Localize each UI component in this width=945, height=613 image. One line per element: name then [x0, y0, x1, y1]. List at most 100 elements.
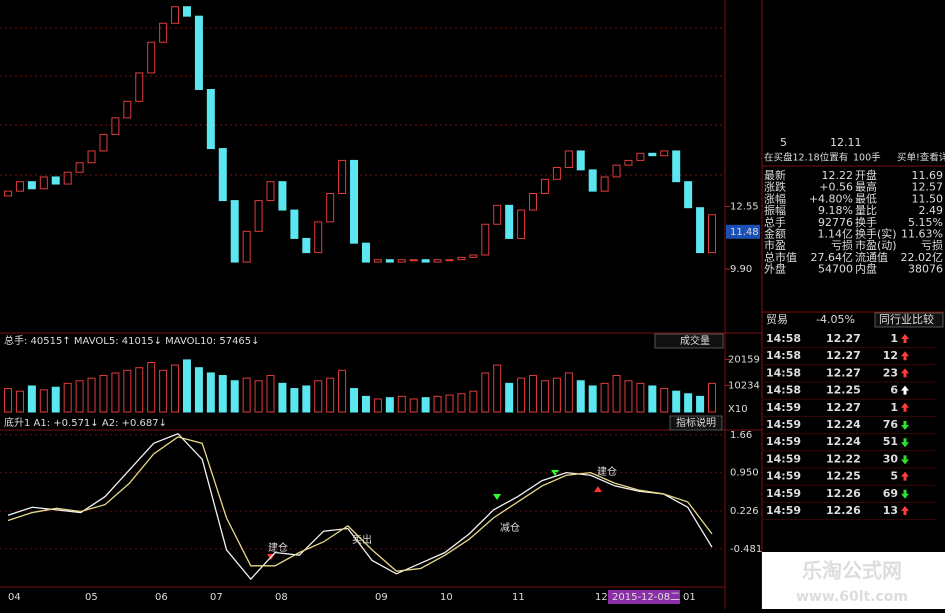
candle — [588, 169, 597, 192]
current-price-box — [726, 224, 760, 239]
field-label: 最新 — [764, 168, 786, 182]
candle — [696, 207, 705, 254]
x-tick-label: 11 — [512, 592, 525, 603]
candle — [123, 100, 132, 119]
trade-arrow — [901, 402, 909, 412]
volume-bar — [159, 369, 168, 413]
volume-bar — [4, 388, 12, 413]
candle — [182, 6, 191, 17]
trade-price: 12.22 — [826, 452, 861, 465]
watermark: 乐淘公式网 — [802, 559, 902, 583]
candle — [636, 152, 645, 161]
notice: 买单!查看详细 — [897, 152, 945, 164]
candle — [600, 176, 609, 192]
volume-unit: X10 — [728, 404, 748, 415]
candle — [171, 6, 180, 24]
x-tick-label: 04 — [8, 592, 21, 603]
candle — [457, 256, 466, 261]
quote-top: 5 — [780, 136, 787, 149]
field-value: 亏损 — [921, 238, 943, 252]
candle — [529, 193, 538, 211]
trade-arrow — [901, 438, 909, 448]
trade-arrow — [901, 506, 909, 515]
trade-time: 14:59 — [766, 487, 801, 500]
quote-top: 12.11 — [830, 136, 862, 149]
candle — [242, 230, 251, 263]
candle — [624, 159, 633, 166]
field-value: 9.18% — [818, 204, 853, 217]
field-label: 总手 — [764, 215, 786, 229]
candle — [111, 117, 120, 135]
field-label: 内盘 — [855, 262, 877, 276]
field-label: 外盘 — [764, 262, 786, 276]
volume-bar — [63, 382, 72, 413]
indicator-line — [7, 436, 713, 572]
signal-arrow — [493, 494, 501, 500]
candle — [15, 181, 24, 192]
y-tick-label: 10234 — [728, 380, 760, 391]
volume-bar — [254, 380, 263, 413]
indicator-line — [7, 432, 713, 581]
candle — [517, 209, 526, 239]
indicator-button[interactable] — [669, 415, 723, 431]
trade-time: 14:59 — [766, 418, 801, 431]
compare-button[interactable] — [874, 312, 944, 328]
candle — [278, 181, 287, 211]
field-value: 27.64亿 — [811, 251, 854, 264]
y-tick-label: 1.66 — [730, 430, 752, 441]
volume-button[interactable] — [654, 333, 724, 349]
trade-price: 12.27 — [826, 401, 861, 414]
y-tick-label: 20159 — [728, 354, 760, 365]
trade-volume: 51 — [883, 435, 898, 448]
field-label: 换手(实) — [855, 227, 897, 241]
watermark-box — [762, 552, 945, 609]
field-value: 11.63% — [901, 228, 943, 241]
field-value: 54700 — [818, 263, 853, 276]
candle — [266, 181, 275, 202]
field-label: 开盘 — [855, 168, 877, 182]
trade-time: 14:59 — [766, 435, 801, 448]
trade-arrow — [901, 489, 909, 499]
candle — [445, 259, 454, 262]
volume-button-label[interactable]: 成交量 — [680, 334, 710, 347]
candle — [708, 214, 716, 254]
candle — [672, 150, 681, 183]
volume-header: 总手: 40515↑ MAVOL5: 41015↓ MAVOL10: 57465… — [4, 334, 260, 347]
candle — [302, 237, 311, 254]
volume-bar — [350, 388, 359, 413]
volume-bar — [278, 382, 287, 413]
y-tick-label: 0.226 — [730, 506, 759, 517]
trade-arrow — [901, 334, 909, 343]
volume-bar — [111, 372, 120, 413]
volume-bar — [481, 372, 490, 413]
trade-volume: 5 — [890, 470, 898, 483]
volume-bar — [564, 372, 573, 413]
volume-bar — [338, 369, 347, 413]
field-value: 亏损 — [831, 238, 853, 252]
field-value: +0.56 — [819, 181, 853, 194]
volume-bar — [672, 390, 681, 413]
field-label: 换手 — [855, 215, 877, 229]
candle — [660, 150, 669, 157]
candle — [326, 193, 335, 223]
volume-bar — [171, 364, 180, 413]
field-label: 总市值 — [764, 250, 797, 264]
candle — [385, 259, 394, 263]
volume-bar — [696, 395, 705, 413]
candle — [206, 88, 215, 150]
trade-volume: 30 — [883, 452, 899, 465]
indicator-button-label[interactable]: 指标说明 — [676, 416, 716, 429]
x-tick-label: 06 — [155, 592, 168, 603]
field-value: 12.22 — [822, 169, 854, 182]
volume-bar — [624, 380, 633, 413]
candle — [51, 176, 60, 185]
notice: 100手 — [853, 152, 881, 164]
trade-arrow — [901, 351, 909, 361]
candle — [39, 176, 48, 190]
trade-volume: 13 — [883, 504, 898, 517]
candle — [254, 200, 263, 232]
compare-label[interactable]: 同行业比较 — [879, 312, 934, 326]
candle — [373, 259, 382, 263]
volume-bar — [51, 386, 60, 413]
